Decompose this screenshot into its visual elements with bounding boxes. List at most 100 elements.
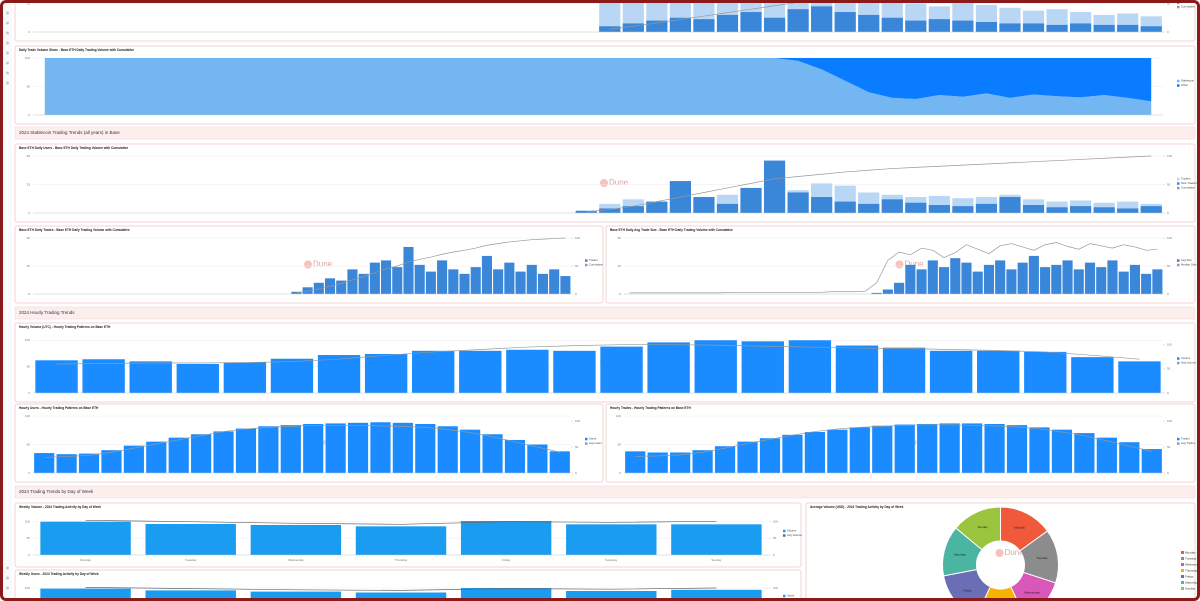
bar (1117, 208, 1139, 213)
legend-label: Avg Size (1181, 258, 1192, 262)
legend-label: Volume (787, 529, 797, 533)
chart-panel: Hourly Volume (UTC) - Hourly Trading Pat… (14, 322, 1196, 403)
bar (625, 451, 646, 473)
bar (646, 20, 668, 32)
slice-label: Friday (963, 589, 972, 593)
pie-slice (1010, 571, 1057, 598)
line (85, 519, 717, 525)
watermark-logo (995, 549, 1004, 557)
bar (716, 14, 739, 32)
y-tick-label: 0 (28, 292, 30, 296)
chart-title: Hourly Users - Hourly Trading Patterns o… (19, 406, 99, 410)
bar (303, 423, 324, 473)
bar (537, 273, 549, 294)
chart-panel: Base ETH Daily Trades - Base ETH Daily T… (14, 225, 603, 304)
bar (939, 423, 960, 473)
line (635, 424, 1152, 457)
bar (459, 350, 502, 393)
chart-panel: Hourly Users - Hourly Trading Patterns o… (14, 403, 604, 483)
y2-tick-label: 0 (1167, 471, 1169, 475)
legend-label: Sunday (1185, 586, 1196, 590)
y-tick-label: 0 (28, 30, 30, 34)
bar (894, 424, 915, 473)
legend-swatch (1181, 581, 1184, 584)
bar (692, 450, 713, 473)
bar (1093, 24, 1115, 32)
bar (961, 423, 983, 473)
legend-swatch (1177, 182, 1180, 185)
bar (82, 359, 125, 393)
bar (493, 269, 504, 294)
legend-label: Volume (1181, 356, 1191, 360)
bar (975, 22, 998, 32)
bar (1140, 206, 1162, 213)
y-tick-label: 100 (25, 586, 30, 590)
bar (370, 422, 391, 473)
bar (34, 453, 55, 473)
bar (527, 444, 548, 473)
slice-label: Sunday (978, 525, 989, 529)
pie-slice (955, 506, 1001, 551)
legend-label: Wednesday (1185, 562, 1197, 566)
bar (250, 591, 342, 598)
bar (1046, 24, 1068, 32)
bar (787, 9, 809, 32)
y2-tick-label: 50 (1167, 367, 1171, 371)
bar (425, 271, 436, 294)
bar (448, 269, 459, 294)
bar (759, 438, 781, 473)
bar (302, 287, 313, 294)
y2-tick-label: 100 (575, 419, 580, 423)
bar (549, 269, 560, 294)
bar (1070, 23, 1092, 32)
y2-tick-label: 50 (575, 445, 579, 449)
chart-panel: Average Volume (USD) - 2024 Trading Acti… (805, 502, 1197, 598)
y2-tick-label: 0 (575, 471, 577, 475)
bar (693, 197, 715, 213)
chart-title: Base ETH Daily Users - Base ETH Daily Tr… (19, 146, 128, 150)
bar (549, 451, 570, 473)
bar (504, 439, 526, 473)
bar (646, 201, 668, 213)
legend-label: Monday (1185, 550, 1196, 554)
bar (1119, 442, 1140, 473)
bar (622, 206, 644, 213)
legend-label: Other (1181, 83, 1188, 87)
bar (905, 264, 916, 294)
y-tick-label: 20 (27, 3, 31, 5)
bar (881, 17, 903, 32)
bar (599, 3, 621, 32)
bar (928, 205, 950, 213)
bar (459, 273, 470, 294)
bar (881, 199, 903, 213)
y2-tick-label: 0 (1167, 211, 1169, 215)
legend-label: Trades (1181, 3, 1190, 4)
bar (905, 202, 927, 213)
section-header (14, 485, 1196, 499)
legend-swatch (783, 534, 786, 537)
bar (1118, 361, 1161, 393)
y-tick-label: 0 (619, 292, 621, 296)
watermark: Dune (905, 260, 925, 269)
bar (882, 289, 893, 294)
y2-tick-label: 50 (575, 264, 579, 268)
bar (916, 269, 927, 294)
bar (670, 452, 691, 473)
bar (961, 262, 972, 294)
bar (977, 350, 1020, 393)
bar (975, 203, 998, 213)
legend-swatch (1177, 3, 1180, 4)
section-title: 2024 Trading Trends by Day of Week (19, 489, 94, 494)
bar (1096, 437, 1117, 473)
bar (235, 428, 257, 473)
bar (566, 591, 657, 598)
y2-tick-label: 0 (1167, 391, 1169, 395)
bar (741, 341, 784, 393)
bar (355, 526, 447, 555)
bar (894, 282, 905, 294)
bar (871, 292, 882, 294)
bar (872, 425, 893, 473)
y-tick-label: 50 (618, 236, 622, 240)
bar (1152, 269, 1163, 294)
y-tick-label: 100 (25, 56, 30, 60)
